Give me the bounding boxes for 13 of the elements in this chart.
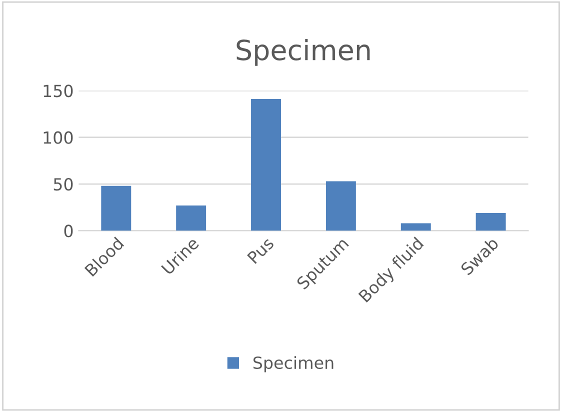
bar xyxy=(326,181,356,231)
legend-label: Specimen xyxy=(253,356,334,372)
bar xyxy=(476,212,506,231)
bar xyxy=(251,99,281,231)
bar xyxy=(176,206,206,231)
x-tick-label: Pus xyxy=(247,236,275,264)
bar xyxy=(101,186,132,231)
bar xyxy=(400,223,431,231)
y-tick-label: 50 xyxy=(54,178,73,191)
y-tick-label: 0 xyxy=(64,224,73,238)
y-tick-label: 100 xyxy=(44,131,73,144)
chart-title: Specimen xyxy=(236,38,370,66)
y-tick-label: 150 xyxy=(44,84,73,98)
